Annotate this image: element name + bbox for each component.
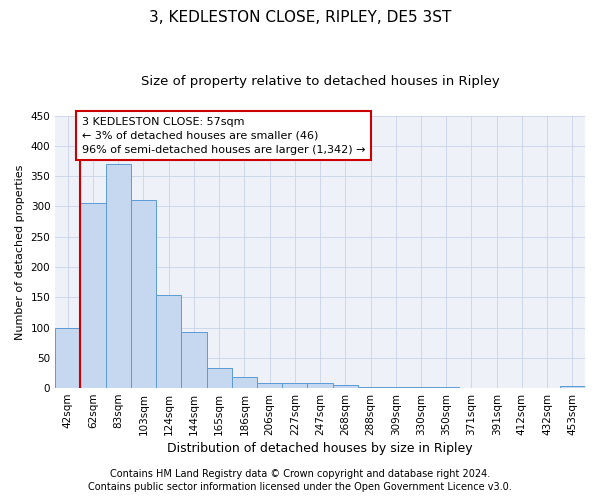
Y-axis label: Number of detached properties: Number of detached properties xyxy=(15,164,25,340)
Bar xyxy=(206,368,232,388)
Bar xyxy=(80,204,106,388)
Bar xyxy=(106,164,131,388)
Bar xyxy=(282,382,307,388)
Bar xyxy=(131,200,156,388)
Bar xyxy=(560,386,585,388)
Text: 3, KEDLESTON CLOSE, RIPLEY, DE5 3ST: 3, KEDLESTON CLOSE, RIPLEY, DE5 3ST xyxy=(149,10,451,25)
X-axis label: Distribution of detached houses by size in Ripley: Distribution of detached houses by size … xyxy=(167,442,473,455)
Title: Size of property relative to detached houses in Ripley: Size of property relative to detached ho… xyxy=(141,75,499,88)
Bar xyxy=(181,332,206,388)
Bar xyxy=(257,383,282,388)
Bar xyxy=(55,328,80,388)
Bar xyxy=(307,382,332,388)
Bar xyxy=(232,377,257,388)
Bar xyxy=(332,385,358,388)
Text: 3 KEDLESTON CLOSE: 57sqm
← 3% of detached houses are smaller (46)
96% of semi-de: 3 KEDLESTON CLOSE: 57sqm ← 3% of detache… xyxy=(82,117,365,155)
Bar xyxy=(156,296,181,388)
Text: Contains HM Land Registry data © Crown copyright and database right 2024.
Contai: Contains HM Land Registry data © Crown c… xyxy=(88,470,512,492)
